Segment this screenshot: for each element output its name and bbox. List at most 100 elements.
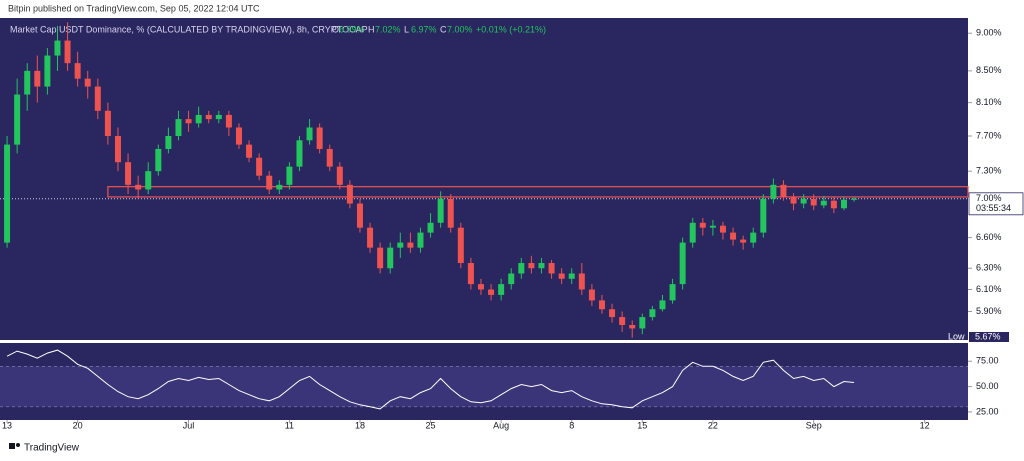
y-tick-label: 8.50% xyxy=(976,65,1002,75)
x-tick-label: 13 xyxy=(2,420,12,430)
candle-body xyxy=(286,166,293,185)
candle-body xyxy=(548,263,555,274)
countdown-label: 03:55:34 xyxy=(976,203,1011,213)
candle-body xyxy=(840,199,847,209)
candle-body xyxy=(851,198,858,200)
candle-body xyxy=(145,171,152,190)
candle-body xyxy=(175,119,182,137)
x-tick-label: 20 xyxy=(73,420,83,430)
candle-body xyxy=(417,232,424,248)
candle-body xyxy=(326,148,333,167)
x-tick-label: 12 xyxy=(920,420,930,430)
y-tick-label: 9.00% xyxy=(976,28,1002,38)
footer-logo: TradingView xyxy=(9,443,80,454)
candle-body xyxy=(719,225,726,233)
y-tick-label: 6.60% xyxy=(976,232,1002,242)
y-tick-label: 7.30% xyxy=(976,166,1002,176)
ohlc-key: L xyxy=(404,24,409,34)
candle-body xyxy=(447,198,454,228)
candle-body xyxy=(639,317,646,329)
candle-body xyxy=(427,222,434,233)
candle-body xyxy=(750,232,757,243)
last-price-box xyxy=(968,192,1024,216)
low-label: Low xyxy=(948,331,965,341)
ohlc-value: 6.99% xyxy=(339,24,365,34)
candle-body xyxy=(114,136,121,163)
candle-body xyxy=(104,110,111,137)
low-box xyxy=(969,332,1009,342)
candle-body xyxy=(790,196,797,204)
candle-body xyxy=(266,175,273,190)
candle-body xyxy=(477,284,484,290)
candle-body xyxy=(356,203,363,228)
candle-body xyxy=(135,184,142,190)
candle-body xyxy=(367,227,374,248)
candle-body xyxy=(558,273,565,279)
candle-body xyxy=(34,70,41,87)
candle-body xyxy=(165,136,172,149)
candle-body xyxy=(780,184,787,197)
x-tick-label: 11 xyxy=(285,420,294,430)
candle-body xyxy=(820,200,827,206)
candle-body xyxy=(709,225,716,228)
candle-body xyxy=(185,119,192,124)
candle-body xyxy=(760,198,767,233)
x-tick-label: 18 xyxy=(355,420,365,430)
rsi-line xyxy=(6,349,855,410)
candle-body xyxy=(74,63,81,79)
change-value: +0.01% (+0.21%) xyxy=(476,24,546,34)
candle-body xyxy=(235,127,242,145)
candle-body xyxy=(205,114,212,120)
last-price-label: 7.00% xyxy=(976,193,1002,203)
rsi-band xyxy=(0,366,968,407)
ohlc-key: O xyxy=(332,24,339,34)
candle-body xyxy=(619,317,626,326)
candle-body xyxy=(54,40,61,56)
candle-body xyxy=(24,70,31,95)
x-tick-label: 8 xyxy=(569,420,574,430)
candle-body xyxy=(669,284,676,301)
candle-body xyxy=(659,300,666,310)
y-tick-label: 5.90% xyxy=(976,306,1002,316)
candle-body xyxy=(407,242,414,248)
candle-body xyxy=(64,40,71,64)
y-tick-label: 50.00 xyxy=(976,381,999,391)
candle-body xyxy=(699,222,706,228)
candle-body xyxy=(689,222,696,243)
candle-body xyxy=(4,144,11,243)
candle-body xyxy=(568,273,575,279)
candle-body xyxy=(195,114,202,124)
candle-body xyxy=(215,114,222,120)
x-tick-label: 25 xyxy=(426,420,436,430)
y-tick-label: 8.10% xyxy=(976,97,1002,107)
candle-body xyxy=(679,242,686,285)
candle-body xyxy=(346,184,353,204)
candle-body xyxy=(518,263,525,274)
price-background xyxy=(0,18,968,340)
candle-body xyxy=(225,114,232,128)
candle-body xyxy=(830,200,837,209)
candle-body xyxy=(296,140,303,167)
series-title: Market Cap USDT Dominance, % (CALCULATED… xyxy=(10,24,368,34)
ohlc-value: 7.00% xyxy=(447,24,473,34)
candle-body xyxy=(306,127,313,141)
candle-body xyxy=(730,232,737,240)
candle-body xyxy=(246,144,253,158)
low-value: 5.67% xyxy=(975,331,1001,341)
candle-body xyxy=(609,309,616,318)
y-tick-label: 25.00 xyxy=(976,406,999,416)
x-tick-label: 15 xyxy=(637,420,647,430)
candle-body xyxy=(538,263,545,269)
y-tick-label: 6.10% xyxy=(976,284,1002,294)
candle-body xyxy=(336,166,343,185)
candle-body xyxy=(528,263,535,269)
candle-body xyxy=(256,157,263,176)
y-tick-label: 7.70% xyxy=(976,130,1002,140)
candle-body xyxy=(598,300,605,310)
candle-body xyxy=(467,263,474,285)
candle-body xyxy=(437,198,444,223)
candle-body xyxy=(649,309,656,318)
x-tick-label: Jul xyxy=(183,420,195,430)
candle-body xyxy=(508,273,515,285)
